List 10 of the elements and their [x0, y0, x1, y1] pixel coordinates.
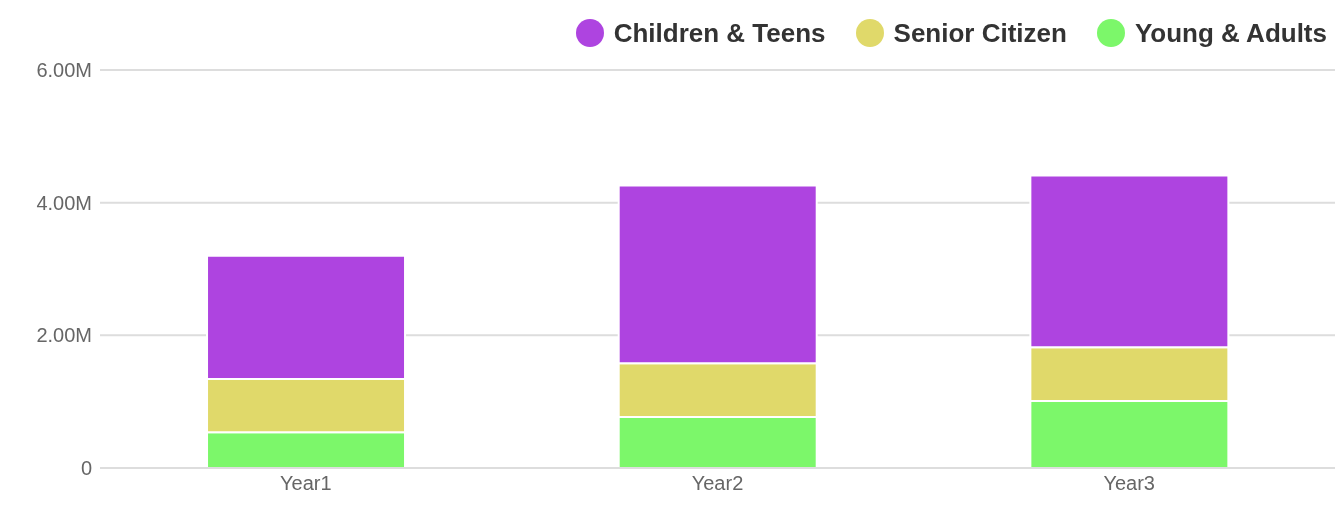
y-tick-label: 0 — [80, 457, 92, 480]
x-tick-label: Year3 — [1103, 472, 1155, 495]
y-tick-label: 2.00M — [36, 324, 92, 347]
legend-label: Young & Adults — [1134, 17, 1327, 49]
y-tick-label: 6.00M — [36, 59, 92, 82]
y-tick-label: 4.00M — [36, 191, 92, 214]
legend-label: Children & Teens — [613, 17, 826, 49]
x-tick-label: Year1 — [280, 472, 332, 495]
legend-label: Senior Citizen — [893, 17, 1067, 49]
x-tick-label: Year2 — [691, 472, 744, 495]
